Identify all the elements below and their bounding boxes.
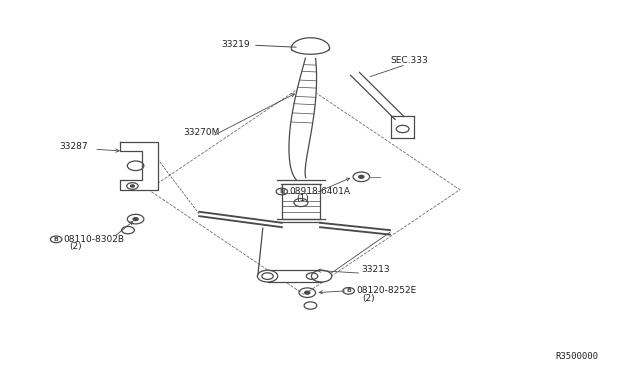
Text: SEC.333: SEC.333	[390, 56, 428, 65]
Text: 33270M: 33270M	[183, 128, 220, 137]
Text: 08918-6401A: 08918-6401A	[289, 187, 351, 196]
Circle shape	[131, 185, 134, 187]
Polygon shape	[289, 58, 317, 180]
Text: (2): (2)	[70, 242, 82, 251]
Text: B: B	[54, 237, 59, 242]
Polygon shape	[268, 270, 321, 282]
Text: R3500000: R3500000	[556, 352, 598, 361]
Text: B: B	[346, 288, 351, 294]
Polygon shape	[351, 72, 404, 119]
Text: 08120-8252E: 08120-8252E	[356, 286, 417, 295]
Ellipse shape	[257, 270, 278, 282]
Text: 33287: 33287	[60, 142, 88, 151]
Polygon shape	[291, 38, 330, 54]
Circle shape	[305, 291, 310, 294]
Ellipse shape	[312, 270, 332, 282]
Text: (1): (1)	[296, 195, 308, 203]
Circle shape	[359, 175, 364, 178]
Text: 08110-8302B: 08110-8302B	[64, 235, 125, 244]
Text: (2): (2)	[362, 294, 374, 303]
Text: N: N	[279, 189, 285, 194]
Polygon shape	[120, 142, 158, 190]
Text: 33213: 33213	[362, 266, 390, 275]
Text: 33219: 33219	[221, 40, 296, 49]
Circle shape	[133, 218, 138, 221]
FancyBboxPatch shape	[282, 184, 320, 219]
